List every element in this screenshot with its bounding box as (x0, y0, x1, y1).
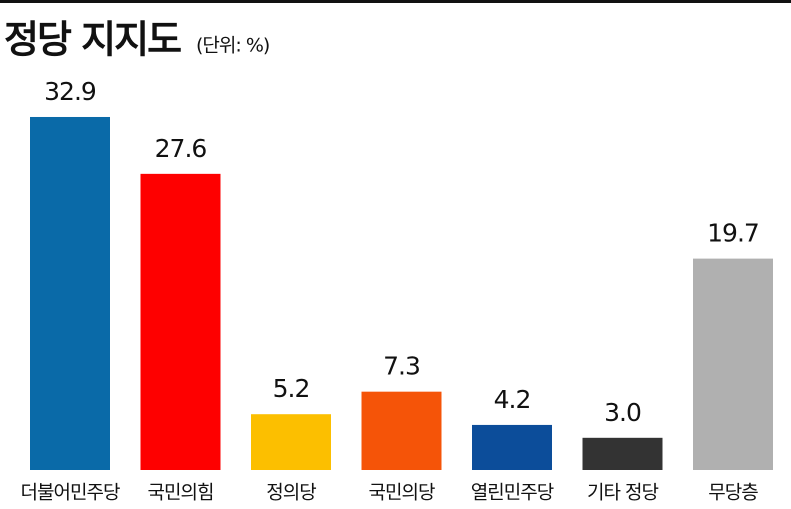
x-tick-label: 정의당 (266, 482, 316, 504)
x-tick-label: 국민의힘 (148, 482, 214, 504)
value-label: 7.3 (383, 352, 420, 381)
x-tick-label: 기타 정당 (587, 482, 658, 504)
x-tick-label: 열린민주당 (471, 482, 554, 504)
x-tick-label: 무당층 (708, 482, 758, 504)
x-tick-label: 더불어민주당 (21, 482, 120, 504)
bar (361, 391, 442, 470)
bar (30, 116, 110, 470)
bar (472, 424, 552, 470)
bar (251, 414, 331, 470)
chart-title: 정당 지지도 (4, 18, 181, 62)
value-label: 32.9 (44, 77, 96, 106)
value-label: 27.6 (155, 134, 207, 163)
top-rule (0, 0, 791, 3)
value-label: 5.2 (273, 374, 310, 403)
bar (693, 258, 773, 470)
value-label: 4.2 (494, 385, 531, 414)
value-label: 19.7 (707, 219, 759, 248)
chart-subtitle: (단위: %) (196, 35, 269, 57)
bar (582, 437, 663, 470)
x-tick-label: 국민의당 (369, 482, 435, 504)
bar (140, 173, 221, 471)
value-label: 3.0 (604, 398, 641, 427)
